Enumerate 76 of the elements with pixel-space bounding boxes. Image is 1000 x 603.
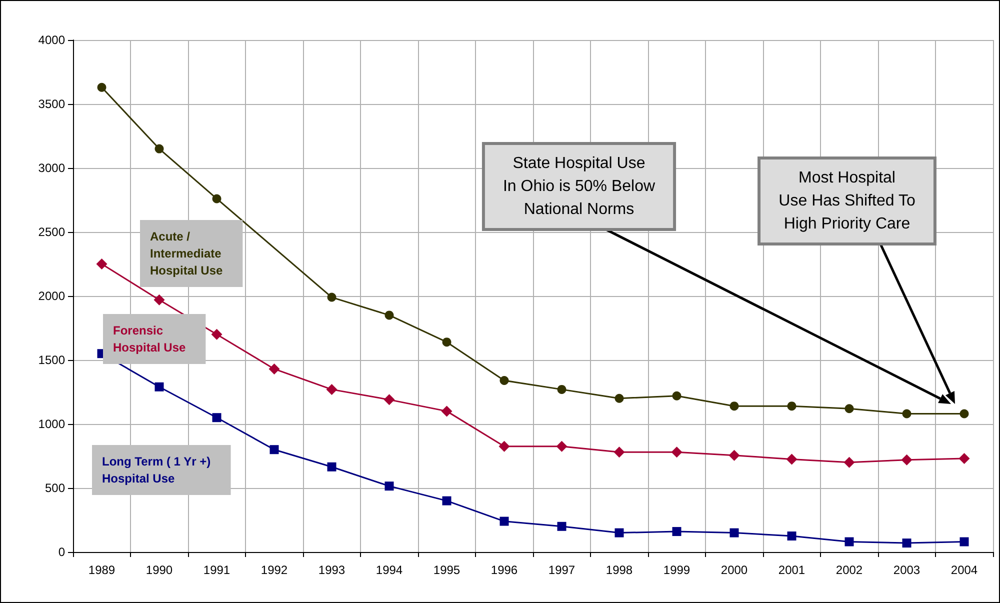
x-tick-label: 1994 bbox=[376, 563, 403, 577]
x-tick-label: 2003 bbox=[893, 563, 920, 577]
annotation: State Hospital Use In Ohio is 50% Below National Norms bbox=[502, 155, 656, 218]
annotation: Most Hospital Use Has Shifted To High Priority Care bbox=[778, 170, 916, 232]
x-tick-label: 1997 bbox=[548, 563, 576, 577]
point bbox=[960, 537, 969, 546]
point bbox=[211, 328, 222, 340]
point bbox=[786, 454, 798, 465]
point bbox=[384, 310, 394, 320]
point bbox=[442, 338, 452, 347]
point bbox=[384, 482, 394, 491]
x-tick-label: 1998 bbox=[606, 563, 633, 577]
point bbox=[730, 528, 739, 538]
point bbox=[672, 527, 682, 536]
x-tick-label: 1995 bbox=[433, 563, 460, 577]
point bbox=[787, 532, 796, 540]
x-tick-label: 1992 bbox=[260, 563, 288, 577]
point bbox=[154, 294, 165, 306]
y-tick-label: 4000 bbox=[38, 33, 66, 47]
x-tick-label: 1989 bbox=[88, 563, 116, 577]
x-tick-label: 1990 bbox=[146, 563, 173, 577]
point bbox=[500, 516, 509, 526]
series-label: Forensic Hospital Use bbox=[113, 324, 186, 354]
point bbox=[154, 382, 164, 392]
point bbox=[614, 394, 624, 403]
point bbox=[500, 376, 509, 385]
x-tick-label: 1991 bbox=[203, 563, 230, 577]
point bbox=[556, 440, 568, 452]
x-tick-label: 1996 bbox=[490, 563, 518, 577]
point bbox=[97, 82, 106, 92]
y-tick-label: 1500 bbox=[38, 353, 66, 367]
y-tick-label: 3500 bbox=[38, 97, 66, 111]
point bbox=[327, 292, 336, 302]
point bbox=[327, 462, 336, 472]
x-tick-label: 2004 bbox=[950, 563, 978, 577]
point bbox=[212, 194, 222, 204]
point bbox=[270, 445, 279, 454]
point bbox=[671, 446, 682, 458]
point bbox=[844, 537, 854, 546]
point bbox=[442, 496, 452, 506]
y-tick-label: 1000 bbox=[38, 417, 66, 431]
point bbox=[384, 394, 395, 406]
point bbox=[441, 406, 452, 417]
y-tick-label: 500 bbox=[44, 481, 66, 495]
point bbox=[326, 384, 338, 395]
point bbox=[498, 440, 510, 452]
point bbox=[614, 446, 625, 458]
y-tick-label: 3000 bbox=[38, 161, 66, 175]
point bbox=[960, 409, 969, 418]
point bbox=[902, 538, 912, 548]
point bbox=[614, 528, 624, 538]
y-tick-label: 2000 bbox=[38, 289, 66, 303]
point bbox=[96, 258, 108, 270]
text: Long Term ( 1 Yr +) Hospital Use bbox=[102, 454, 211, 486]
point bbox=[901, 454, 912, 466]
x-tick-label: 2000 bbox=[720, 563, 748, 577]
point bbox=[672, 391, 682, 400]
series-label: Acute / Intermediate Hospital Use bbox=[150, 230, 224, 278]
x-tick-label: 1993 bbox=[318, 563, 346, 577]
point bbox=[787, 402, 796, 411]
point bbox=[212, 413, 222, 422]
x-tick-label: 2001 bbox=[778, 563, 806, 577]
point bbox=[844, 404, 854, 414]
x-tick-label: 1999 bbox=[663, 563, 690, 577]
point bbox=[902, 409, 912, 418]
point bbox=[728, 450, 740, 461]
y-tick-label: 0 bbox=[58, 545, 66, 559]
point bbox=[154, 144, 164, 154]
point bbox=[730, 402, 739, 411]
x-tick-label: 2002 bbox=[836, 563, 863, 577]
point bbox=[844, 456, 855, 468]
point bbox=[557, 384, 566, 394]
point bbox=[268, 363, 280, 374]
point bbox=[557, 522, 566, 531]
point bbox=[958, 453, 970, 464]
y-tick-label: 2500 bbox=[38, 225, 66, 239]
